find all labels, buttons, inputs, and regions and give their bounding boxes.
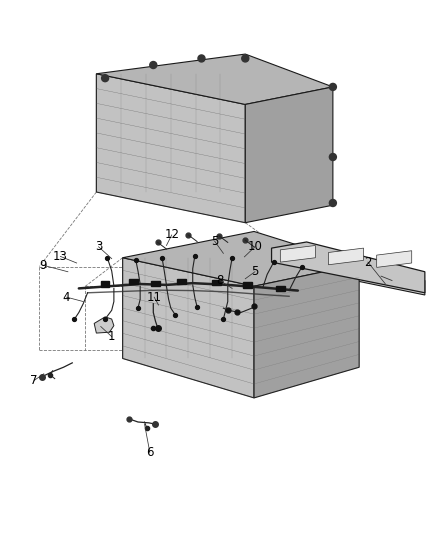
Polygon shape: [280, 246, 315, 262]
Bar: [243, 282, 252, 287]
Text: 11: 11: [147, 290, 162, 304]
Circle shape: [198, 55, 205, 62]
Bar: [276, 286, 285, 291]
Circle shape: [102, 75, 109, 82]
Polygon shape: [123, 231, 359, 286]
Polygon shape: [96, 74, 245, 223]
Text: 9: 9: [39, 259, 47, 272]
Text: 1: 1: [108, 330, 116, 343]
Text: 13: 13: [53, 250, 68, 263]
Text: 8: 8: [216, 274, 223, 287]
Bar: [212, 280, 221, 285]
Text: 4: 4: [63, 290, 71, 304]
Polygon shape: [245, 87, 333, 223]
Bar: [151, 280, 160, 286]
Text: 12: 12: [164, 229, 179, 241]
Circle shape: [329, 199, 336, 206]
Polygon shape: [328, 248, 364, 265]
Text: 6: 6: [146, 446, 154, 459]
Circle shape: [329, 154, 336, 160]
Text: 10: 10: [247, 240, 262, 253]
Text: 3: 3: [95, 240, 102, 253]
Polygon shape: [272, 249, 425, 295]
Text: 5: 5: [211, 235, 218, 248]
Bar: [177, 279, 186, 284]
Circle shape: [329, 84, 336, 91]
Bar: [101, 281, 110, 287]
Text: 5: 5: [251, 265, 258, 278]
Polygon shape: [123, 258, 254, 398]
Bar: [129, 279, 138, 285]
Circle shape: [150, 61, 157, 69]
Polygon shape: [96, 54, 333, 104]
Polygon shape: [377, 251, 412, 268]
Circle shape: [242, 55, 249, 62]
Polygon shape: [254, 264, 359, 398]
Polygon shape: [272, 242, 425, 293]
Text: 2: 2: [364, 256, 372, 269]
Polygon shape: [94, 317, 114, 333]
Text: 7: 7: [30, 374, 38, 387]
